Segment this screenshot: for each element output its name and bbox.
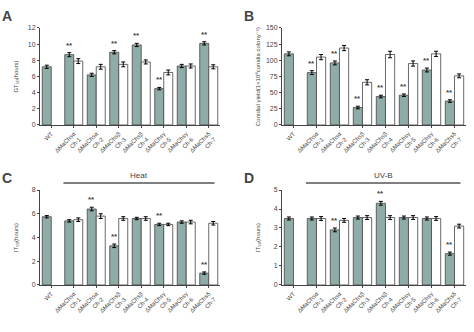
svg-text:**: ** (331, 49, 338, 58)
svg-text:ΔMaChsβCh-3: ΔMaChsβCh-3 (99, 130, 128, 159)
svg-text:75: 75 (270, 73, 278, 80)
svg-text:ΔMaChsβCh-3: ΔMaChsβCh-3 (99, 290, 128, 319)
svg-text:**: ** (111, 39, 118, 48)
svg-text:2: 2 (32, 258, 36, 265)
svg-text:D: D (244, 170, 254, 186)
svg-text:**: ** (423, 56, 430, 65)
svg-text:ΔMaChsαCh-1: ΔMaChsαCh-1 (54, 290, 83, 319)
svg-text:**: ** (66, 41, 73, 50)
svg-text:ΔMaChsαCh-1: ΔMaChsαCh-1 (54, 130, 83, 159)
svg-text:ΔMaChsαCh-2: ΔMaChsαCh-2 (76, 130, 105, 159)
svg-text:**: ** (133, 31, 140, 40)
svg-text:**: ** (88, 195, 95, 204)
svg-text:2: 2 (32, 105, 36, 112)
svg-text:0: 0 (32, 121, 36, 128)
svg-text:ΔMaChsδCh-7: ΔMaChsδCh-7 (434, 130, 463, 159)
svg-text:ΔMaChsδCh-7: ΔMaChsδCh-7 (189, 130, 218, 159)
svg-text:ΔMaChsγCh-5: ΔMaChsγCh-5 (389, 290, 418, 319)
svg-text:ΔMaChsβCh-3: ΔMaChsβCh-3 (342, 290, 371, 319)
svg-text:ΔMaChsαCh-2: ΔMaChsαCh-2 (319, 290, 348, 319)
svg-text:4: 4 (274, 205, 278, 212)
svg-text:**: ** (201, 260, 208, 269)
svg-text:ΔMaChsβCh-3: ΔMaChsβCh-3 (342, 130, 371, 159)
svg-text:50: 50 (270, 89, 278, 96)
svg-text:ΔMaChsβCh-4: ΔMaChsβCh-4 (121, 290, 150, 319)
svg-text:IT₅₀(hours): IT₅₀(hours) (255, 223, 261, 252)
svg-text:Heat: Heat (130, 171, 148, 180)
svg-text:WT: WT (285, 131, 296, 142)
svg-text:ΔMaChsαCh-1: ΔMaChsαCh-1 (296, 130, 325, 159)
svg-text:ΔMaChsδCh-7: ΔMaChsδCh-7 (434, 290, 463, 319)
svg-text:ΔMaChsαCh-1: ΔMaChsαCh-1 (296, 290, 325, 319)
svg-text:**: ** (331, 216, 338, 225)
svg-text:ΔMaChsγCh-5: ΔMaChsγCh-5 (389, 130, 418, 159)
svg-text:8: 8 (32, 57, 36, 64)
svg-text:ΔMaChsδCh-7: ΔMaChsδCh-7 (189, 290, 218, 319)
svg-text:ΔMaChsαCh-2: ΔMaChsαCh-2 (319, 130, 348, 159)
svg-text:**: ** (446, 88, 453, 97)
svg-text:WT: WT (43, 291, 54, 302)
svg-text:**: ** (201, 30, 208, 39)
svg-text:Conidial yield(1×10⁸conidia co: Conidial yield(1×10⁸conidia colony⁻¹) (255, 27, 261, 126)
svg-text:**: ** (111, 232, 118, 241)
svg-text:WT: WT (285, 291, 296, 302)
svg-text:10: 10 (28, 41, 36, 48)
svg-text:**: ** (354, 94, 361, 103)
svg-text:**: ** (308, 59, 315, 68)
svg-text:**: ** (377, 189, 384, 198)
svg-text:25: 25 (270, 105, 278, 112)
svg-text:**: ** (400, 82, 407, 91)
svg-text:ΔMaChsγCh-6: ΔMaChsγCh-6 (412, 290, 441, 319)
svg-text:IT₅₀(hours): IT₅₀(hours) (13, 223, 19, 252)
svg-text:4: 4 (32, 234, 36, 241)
svg-text:2: 2 (274, 243, 278, 250)
svg-text:**: ** (156, 211, 163, 220)
svg-text:1: 1 (274, 262, 278, 269)
svg-text:ΔMaChsβCh-4: ΔMaChsβCh-4 (365, 290, 394, 319)
svg-text:WT: WT (43, 131, 54, 142)
svg-text:5: 5 (274, 186, 278, 193)
svg-text:GT₅₀(hours): GT₅₀(hours) (13, 60, 19, 92)
svg-text:6: 6 (32, 73, 36, 80)
svg-text:ΔMaChsγCh-6: ΔMaChsγCh-6 (412, 130, 441, 159)
svg-text:**: ** (377, 83, 384, 92)
svg-text:UV-B: UV-B (374, 171, 393, 180)
svg-text:C: C (2, 170, 12, 186)
svg-text:8: 8 (32, 186, 36, 193)
svg-text:ΔMaChsγCh-6: ΔMaChsγCh-6 (166, 130, 195, 159)
svg-text:**: ** (446, 240, 453, 249)
svg-text:0: 0 (274, 121, 278, 128)
svg-text:100: 100 (266, 57, 278, 64)
svg-text:ΔMaChsβCh-4: ΔMaChsβCh-4 (365, 130, 394, 159)
svg-text:4: 4 (32, 89, 36, 96)
svg-text:0: 0 (274, 281, 278, 288)
svg-text:125: 125 (266, 41, 278, 48)
svg-text:**: ** (156, 75, 163, 84)
svg-text:150: 150 (266, 24, 278, 31)
svg-text:B: B (244, 8, 254, 24)
svg-text:6: 6 (32, 210, 36, 217)
svg-text:A: A (2, 8, 12, 24)
svg-text:0: 0 (32, 281, 36, 288)
svg-text:3: 3 (274, 224, 278, 231)
svg-text:ΔMaChsαCh-2: ΔMaChsαCh-2 (76, 290, 105, 319)
svg-text:ΔMaChsγCh-5: ΔMaChsγCh-5 (144, 290, 173, 319)
svg-text:ΔMaChsγCh-5: ΔMaChsγCh-5 (144, 130, 173, 159)
svg-text:12: 12 (28, 24, 36, 31)
svg-text:ΔMaChsγCh-6: ΔMaChsγCh-6 (166, 290, 195, 319)
svg-text:ΔMaChsβCh-4: ΔMaChsβCh-4 (121, 130, 150, 159)
